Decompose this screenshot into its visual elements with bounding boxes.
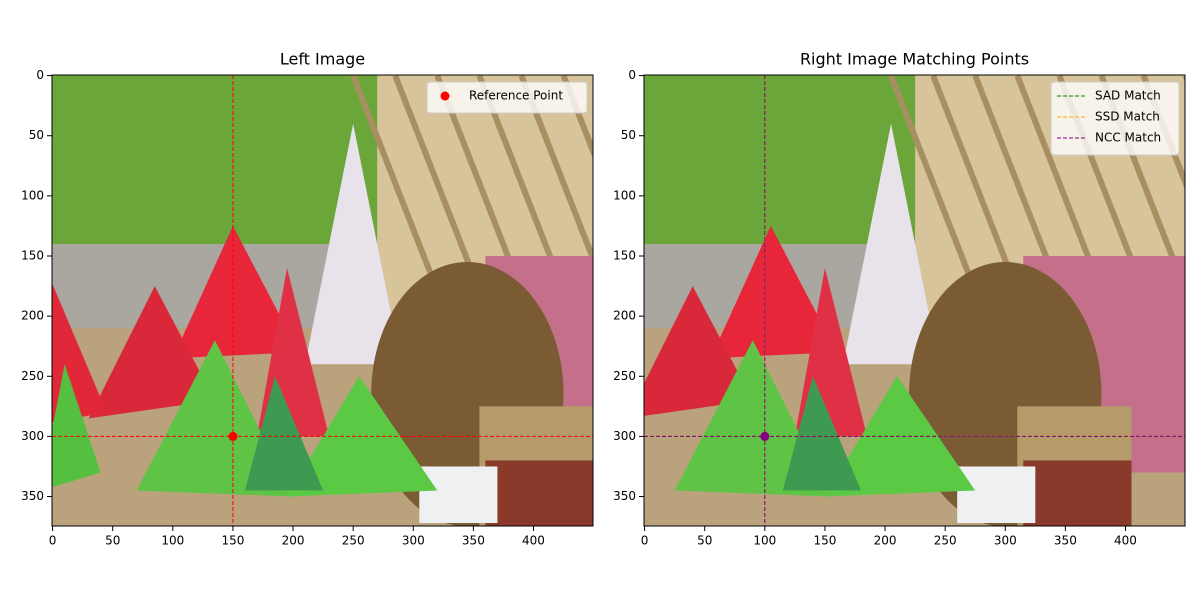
y-tick-label: 50 (29, 128, 44, 142)
matchbox (957, 466, 1036, 523)
legend-label: SAD Match (1095, 89, 1161, 103)
axes-title: Left Image (280, 50, 365, 69)
hat (305, 123, 402, 365)
axes-title: Right Image Matching Points (800, 50, 1029, 69)
matchbox (419, 466, 498, 523)
x-tick-label: 100 (753, 534, 776, 548)
y-tick-label: 250 (21, 369, 44, 383)
x-tick-label: 350 (1054, 534, 1077, 548)
x-tick-label: 350 (462, 534, 485, 548)
y-tick-label: 150 (21, 249, 44, 263)
red-cone (710, 225, 837, 359)
y-tick-label: 150 (613, 249, 636, 263)
x-tick-label: 150 (813, 534, 836, 548)
lattice-bar (560, 75, 593, 160)
point (760, 431, 770, 441)
y-tick-label: 0 (628, 68, 636, 82)
y-tick-label: 50 (621, 128, 636, 142)
legend-label: SSD Match (1095, 110, 1160, 124)
x-tick-label: 0 (641, 534, 649, 548)
green-cone (287, 376, 438, 497)
legend-box (1050, 81, 1180, 156)
x-tick-label: 150 (221, 534, 244, 548)
hat (842, 123, 940, 365)
y-tick-label: 200 (21, 309, 44, 323)
y-tick-label: 300 (613, 429, 636, 443)
legend-label: Reference Point (469, 89, 563, 103)
x-tick-label: 400 (1114, 534, 1137, 548)
cup-band (1023, 460, 1132, 526)
green-cone (244, 376, 324, 491)
legend-symbol (440, 91, 450, 101)
x-tick-label: 300 (994, 534, 1017, 548)
y-tick-label: 100 (21, 188, 44, 202)
x-tick-label: 250 (934, 534, 957, 548)
y-tick-label: 100 (613, 188, 636, 202)
cup-band (485, 460, 593, 526)
x-tick-label: 200 (282, 534, 305, 548)
legend-label: NCC Match (1095, 131, 1161, 145)
axes-frame (51, 74, 594, 527)
legend-box (426, 81, 588, 114)
x-tick-label: 50 (697, 534, 712, 548)
x-tick-label: 250 (342, 534, 365, 548)
x-tick-label: 400 (522, 534, 545, 548)
x-tick-label: 100 (161, 534, 184, 548)
x-tick-label: 200 (874, 534, 897, 548)
point (228, 431, 238, 441)
axes-frame (643, 74, 1186, 527)
red-cone (644, 286, 753, 416)
green-cone (782, 376, 862, 491)
y-tick-label: 300 (21, 429, 44, 443)
plot-area (52, 75, 593, 526)
y-tick-label: 350 (21, 489, 44, 503)
green-cone (824, 376, 976, 497)
y-tick-label: 0 (36, 68, 44, 82)
lattice-bar (1182, 75, 1185, 83)
green-cone (52, 364, 101, 488)
red-cone (172, 225, 300, 359)
lattice-bar (518, 75, 593, 267)
y-tick-label: 250 (613, 369, 636, 383)
red-cone (88, 286, 215, 419)
y-tick-label: 350 (613, 489, 636, 503)
x-tick-label: 300 (402, 534, 425, 548)
image (52, 75, 593, 526)
x-tick-label: 0 (49, 534, 57, 548)
y-tick-label: 200 (613, 309, 636, 323)
x-tick-label: 50 (105, 534, 120, 548)
